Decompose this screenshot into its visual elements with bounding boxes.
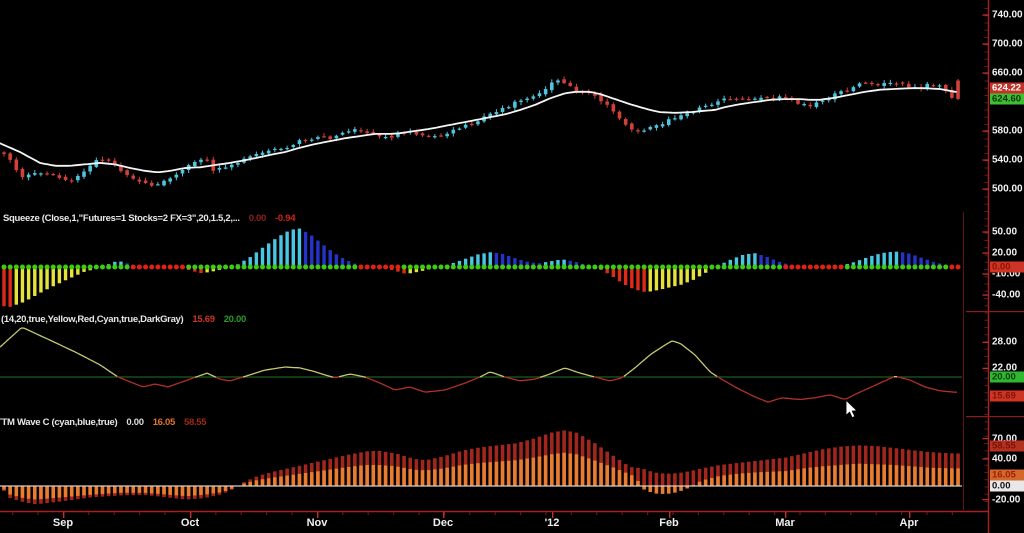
momentum-value-1: 15.69 xyxy=(192,314,215,325)
squeeze-study-label: Squeeze (Close,1,"Futures=1 Stocks=2 FX=… xyxy=(3,213,295,224)
axis-price-badge-ttm_wave_c: 16.05 xyxy=(990,469,1024,481)
ttm-wave-study-name: TTM Wave C (cyan,blue,true) xyxy=(0,417,118,428)
time-axis-month-label: Apr xyxy=(899,517,919,529)
y-axis-label-squeeze: 20.00 xyxy=(992,247,1018,259)
y-axis-label-squeeze: -10.00 xyxy=(992,268,1021,280)
axis-price-badge-price: 624.22 xyxy=(990,82,1024,94)
y-axis-label-price: 580.00 xyxy=(992,125,1023,137)
y-axis-label-price: 740.00 xyxy=(992,9,1023,21)
time-axis-month-label: Nov xyxy=(306,517,328,529)
y-axis-label-price: 700.00 xyxy=(992,38,1023,50)
axis-price-badge-ttm_wave_c: 0.00 xyxy=(990,480,1024,492)
y-axis-label-momentum: 28.00 xyxy=(992,336,1018,348)
axis-price-badge-momentum: 20.00 xyxy=(990,371,1024,383)
axis-price-badge-momentum: 15.69 xyxy=(990,390,1024,402)
y-axis-label-ttm_wave_c: -20.00 xyxy=(992,494,1021,506)
y-axis-label-squeeze: -40.00 xyxy=(992,289,1021,301)
time-axis-month-label: Oct xyxy=(180,517,200,529)
squeeze-histogram-layer xyxy=(2,228,960,307)
ttm-wave-value-2: 16.05 xyxy=(152,417,176,428)
y-axis-label-price: 500.00 xyxy=(992,183,1023,195)
y-axis-label-squeeze: 50.00 xyxy=(992,226,1018,238)
y-axis-label-ttm_wave_c: 40.00 xyxy=(992,453,1018,465)
time-axis-month-label: Sep xyxy=(52,517,74,529)
y-axis-label-ttm_wave_c: 70.00 xyxy=(992,433,1018,444)
time-axis-month-label: Mar xyxy=(775,517,795,529)
price-ma-line xyxy=(0,87,957,174)
axis-price-badge-ttm_wave_c: 58.55 xyxy=(990,440,1024,452)
momentum-value-2: 20.00 xyxy=(223,314,247,325)
squeeze-dots-layer xyxy=(1,264,961,270)
squeeze-value-2: -0.94 xyxy=(275,213,296,224)
axis-price-badge-price: 624.60 xyxy=(990,93,1024,105)
axis-price-badge-squeeze: 0.00 xyxy=(990,261,1024,273)
y-axis-label-momentum: 22.00 xyxy=(992,362,1018,374)
y-axis-label-price: 660.00 xyxy=(992,67,1023,79)
momentum-study-name: (14,20,true,Yellow,Red,Cyan,true,DarkGra… xyxy=(1,314,184,325)
time-axis-month-label: Dec xyxy=(432,517,454,529)
squeeze-value-1: 0.00 xyxy=(248,213,267,224)
ttm-wave-value-3: 58.55 xyxy=(183,417,207,428)
momentum-line-layer xyxy=(0,327,962,403)
time-axis-month-label: Feb xyxy=(659,517,679,529)
y-axis-label-price: 540.00 xyxy=(992,154,1023,166)
mouse-cursor-icon xyxy=(845,399,859,419)
ttm-wave-value-1: 0.00 xyxy=(126,417,144,428)
time-axis-month-label: '12 xyxy=(544,517,560,529)
squeeze-study-name: Squeeze (Close,1,"Futures=1 Stocks=2 FX=… xyxy=(3,213,240,224)
momentum-study-label: (14,20,true,Yellow,Red,Cyan,true,DarkGra… xyxy=(1,314,246,325)
ttm-wave-study-label: TTM Wave C (cyan,blue,true) 0.00 16.05 5… xyxy=(0,417,207,428)
wave-histogram-layer xyxy=(0,430,962,505)
